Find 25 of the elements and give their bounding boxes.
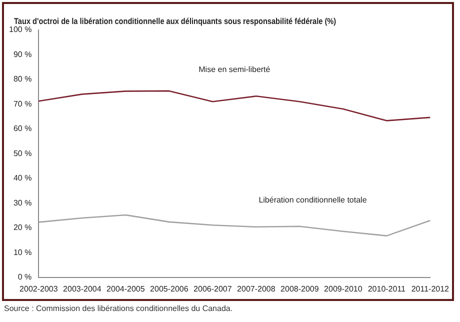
x-tick-label: 2010-2011	[368, 284, 406, 294]
y-tick-label: 100 %	[8, 25, 32, 34]
y-tick-label: 70 %	[13, 99, 32, 108]
y-tick-label: 80 %	[13, 74, 32, 84]
x-tick-label: 2003-2004	[63, 284, 102, 294]
chart-title: Taux d'octroi de la libération conditionnelle aux délinquants sous responsabilité fédérale (%)	[14, 16, 336, 26]
y-tick-label: 60 %	[13, 124, 32, 134]
y-tick-label: 0 %	[18, 272, 32, 282]
y-tick-label: 20 %	[13, 223, 32, 232]
x-tick-label: 2004-2005	[106, 284, 146, 294]
y-tick-label: 90 %	[13, 50, 32, 59]
x-tick-label: 2006-2007	[194, 284, 232, 294]
x-tick-label: 2005-2006	[150, 284, 189, 294]
source-note: Source : Commission des libérations conditionnelles du Canada.	[4, 304, 233, 313]
text: Mise en semi-liberté	[198, 65, 271, 74]
x-tick-label: 2007-2008	[237, 284, 276, 294]
x-tick-label: 2009-2010	[324, 284, 363, 294]
x-tick-label: 2002-2003	[20, 284, 58, 294]
y-tick-label: 50 %	[13, 148, 32, 158]
x-tick-label: 2008-2009	[280, 284, 320, 294]
y-tick-label: 10 %	[13, 248, 32, 257]
x-tick-label: 2011-2012	[411, 284, 450, 294]
text: Libération conditionnelle totale	[258, 195, 368, 204]
y-tick-label: 40 %	[13, 174, 32, 183]
y-tick-label: 30 %	[13, 198, 32, 208]
